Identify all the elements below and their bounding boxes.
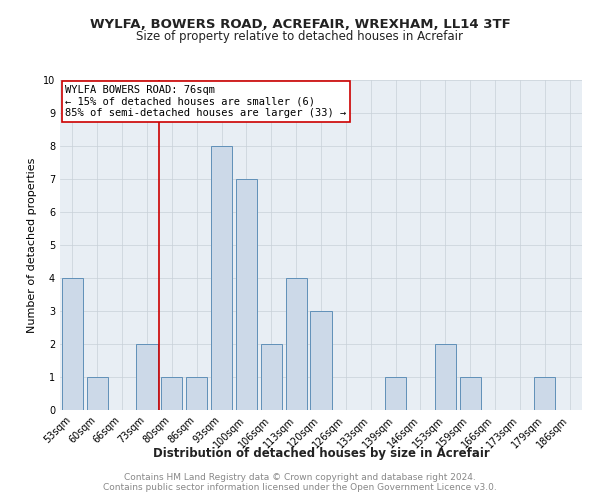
Y-axis label: Number of detached properties: Number of detached properties	[28, 158, 37, 332]
Bar	[261, 344, 282, 410]
Bar	[186, 377, 207, 410]
Bar	[385, 377, 406, 410]
Bar	[87, 377, 108, 410]
Text: WYLFA, BOWERS ROAD, ACREFAIR, WREXHAM, LL14 3TF: WYLFA, BOWERS ROAD, ACREFAIR, WREXHAM, L…	[89, 18, 511, 30]
Bar	[62, 278, 83, 410]
Bar	[460, 377, 481, 410]
Text: Contains HM Land Registry data © Crown copyright and database right 2024.
Contai: Contains HM Land Registry data © Crown c…	[103, 472, 497, 492]
Bar	[310, 311, 332, 410]
Bar	[534, 377, 555, 410]
Bar	[136, 344, 158, 410]
Text: WYLFA BOWERS ROAD: 76sqm
← 15% of detached houses are smaller (6)
85% of semi-de: WYLFA BOWERS ROAD: 76sqm ← 15% of detach…	[65, 85, 346, 118]
Bar	[161, 377, 182, 410]
Bar	[286, 278, 307, 410]
Text: Distribution of detached houses by size in Acrefair: Distribution of detached houses by size …	[152, 448, 490, 460]
Text: Size of property relative to detached houses in Acrefair: Size of property relative to detached ho…	[137, 30, 464, 43]
Bar	[236, 179, 257, 410]
Bar	[211, 146, 232, 410]
Bar	[435, 344, 456, 410]
